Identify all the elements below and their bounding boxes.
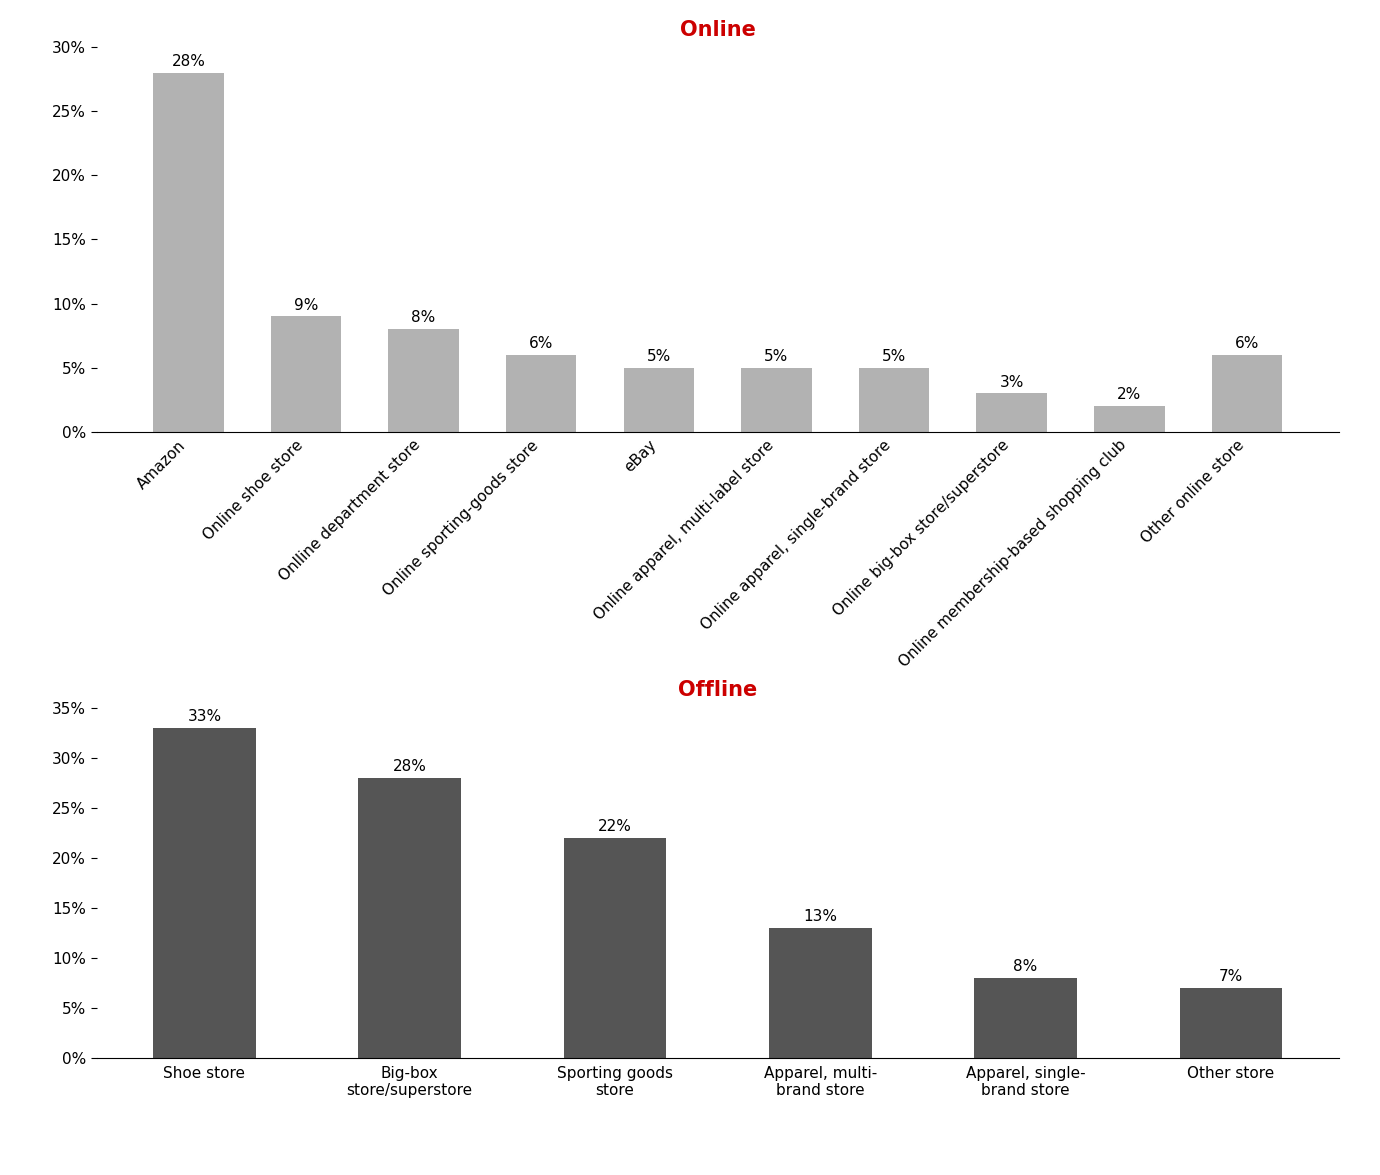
Text: 5%: 5% <box>882 349 907 364</box>
Bar <box>858 368 929 432</box>
Bar <box>769 927 872 1058</box>
Bar <box>624 368 694 432</box>
Bar <box>563 838 667 1058</box>
Bar <box>1094 407 1165 432</box>
Title: Offline: Offline <box>678 680 758 700</box>
Bar <box>388 329 460 432</box>
Text: 28%: 28% <box>393 759 426 773</box>
Bar <box>977 394 1047 432</box>
Bar <box>153 727 255 1058</box>
Bar <box>1180 987 1282 1058</box>
Text: 33%: 33% <box>188 709 221 724</box>
Text: 28%: 28% <box>171 54 206 69</box>
Text: 6%: 6% <box>1235 336 1259 351</box>
Text: 9%: 9% <box>294 297 319 313</box>
Text: 6%: 6% <box>529 336 553 351</box>
Text: 13%: 13% <box>803 908 838 924</box>
Bar <box>359 778 461 1058</box>
Text: 22%: 22% <box>598 819 632 833</box>
Bar <box>506 355 577 432</box>
Bar <box>1212 355 1282 432</box>
Text: 8%: 8% <box>1013 959 1038 974</box>
Bar <box>270 316 341 432</box>
Text: 3%: 3% <box>999 375 1024 390</box>
Text: 5%: 5% <box>647 349 671 364</box>
Title: Online: Online <box>680 20 755 40</box>
Text: 5%: 5% <box>765 349 788 364</box>
Text: 7%: 7% <box>1219 968 1243 983</box>
Bar <box>741 368 811 432</box>
Bar <box>153 73 224 432</box>
Text: 8%: 8% <box>411 310 436 325</box>
Text: 2%: 2% <box>1118 388 1141 403</box>
Bar <box>974 978 1076 1058</box>
